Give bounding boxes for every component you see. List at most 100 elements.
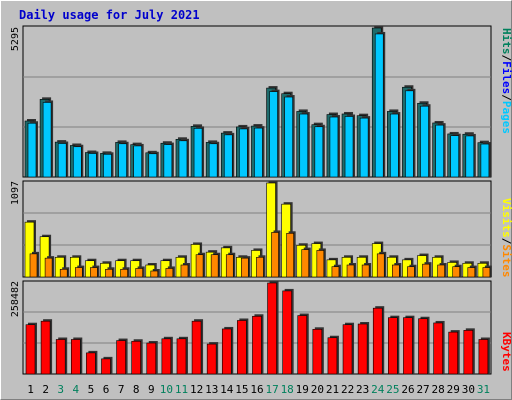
bar-kbytes-day-14	[221, 326, 234, 375]
bar-kbytes-day-26	[403, 315, 415, 375]
bar-face	[282, 290, 292, 375]
bar-face	[193, 128, 203, 178]
bar-face	[271, 232, 279, 278]
bar-sites-day-23	[361, 263, 372, 278]
bar-kbytes-day-30	[463, 328, 475, 375]
bar-face	[105, 268, 113, 278]
bar-face	[239, 128, 248, 178]
x-tick-label: 12	[190, 383, 203, 396]
bar-files-day-28	[435, 123, 446, 178]
bar-kbytes-day-9	[146, 341, 158, 375]
bar-face	[480, 143, 490, 178]
bar-files-day-19	[299, 112, 310, 178]
bar-kbytes-day-16	[252, 314, 264, 375]
bar-kbytes-day-22	[342, 322, 355, 375]
bar-files-day-15	[239, 126, 250, 178]
x-tick-label: 19	[296, 383, 309, 396]
bar-sites-day-22	[346, 263, 357, 278]
bar-face	[74, 267, 83, 278]
bar-kbytes-day-19	[297, 313, 309, 375]
x-tick-label: 7	[118, 383, 125, 396]
bar-files-day-7	[118, 141, 129, 178]
bar-face	[88, 153, 97, 178]
bar-face	[433, 322, 443, 375]
bar-sites-day-9	[150, 269, 160, 278]
bar-face	[225, 254, 234, 278]
x-tick-label: 30	[462, 383, 475, 396]
bar-face	[316, 250, 325, 278]
x-tick-label: 6	[103, 383, 110, 396]
bar-files-day-5	[88, 151, 99, 178]
bar-files-day-11	[178, 138, 189, 178]
bar-face	[176, 338, 187, 375]
bar-face	[178, 140, 188, 178]
x-tick-label: 28	[432, 383, 445, 396]
bar-face	[241, 257, 249, 278]
bar-face	[221, 328, 232, 375]
bar-kbytes-day-6	[101, 356, 113, 375]
bar-face	[86, 352, 96, 375]
bar-kbytes-day-3	[55, 337, 68, 375]
bar-face	[478, 339, 489, 375]
bar-sites-day-11	[180, 263, 190, 278]
bar-kbytes-day-4	[70, 337, 83, 375]
x-tick-label: 21	[326, 383, 339, 396]
bar-face	[422, 263, 430, 278]
bar-kbytes-day-8	[131, 339, 143, 375]
bar-face	[55, 339, 66, 375]
bar-sites-day-12	[195, 252, 206, 278]
x-tick-label: 25	[386, 383, 399, 396]
bar-face	[314, 126, 324, 178]
x-tick-label: 22	[341, 383, 354, 396]
bar-face	[223, 134, 233, 178]
x-tick-label: 4	[73, 383, 80, 396]
bar-face	[344, 116, 354, 178]
bar-sites-day-26	[407, 264, 417, 278]
bar-face	[25, 324, 36, 375]
bar-face	[133, 145, 142, 178]
x-tick-label: 26	[401, 383, 414, 396]
x-tick-label: 13	[205, 383, 218, 396]
bar-face	[267, 282, 277, 375]
bar-face	[254, 127, 263, 178]
x-tick-label: 18	[281, 383, 294, 396]
bar-kbytes-day-29	[448, 330, 460, 375]
x-tick-label: 31	[477, 383, 490, 396]
bar-face	[482, 267, 491, 278]
bar-face	[388, 317, 398, 375]
bar-files-day-21	[329, 115, 340, 178]
bar-sites-day-16	[256, 255, 266, 278]
bar-face	[327, 337, 338, 375]
bar-kbytes-day-27	[418, 316, 430, 375]
bar-face	[342, 324, 353, 375]
bar-face	[70, 339, 81, 375]
x-tick-label: 8	[133, 383, 140, 396]
bar-kbytes-day-31	[478, 337, 490, 375]
bar-sites-day-13	[210, 252, 221, 278]
bar-face	[450, 135, 460, 178]
bar-files-day-16	[254, 126, 265, 178]
bar-sites-day-15	[241, 256, 251, 278]
bar-sites-day-25	[392, 263, 402, 278]
bar-sites-day-6	[105, 267, 115, 278]
bar-face	[208, 143, 218, 178]
bar-kbytes-day-18	[282, 288, 294, 375]
bar-files-day-8	[133, 143, 144, 178]
x-tick-label: 3	[57, 383, 64, 396]
bar-face	[331, 266, 340, 278]
bar-face	[40, 320, 51, 375]
bar-face	[195, 254, 204, 278]
legend-separator: /	[500, 238, 512, 245]
bar-face	[27, 122, 37, 178]
bar-files-day-13	[208, 141, 220, 178]
bar-face	[390, 113, 399, 178]
bar-visits-day-3	[54, 255, 67, 278]
bar-sites-day-5	[90, 265, 100, 278]
bar-sites-day-18	[286, 231, 296, 278]
bar-face	[54, 256, 65, 278]
bar-kbytes-day-7	[116, 338, 128, 375]
x-tick-label: 24	[371, 383, 385, 396]
bar-face	[392, 264, 400, 278]
